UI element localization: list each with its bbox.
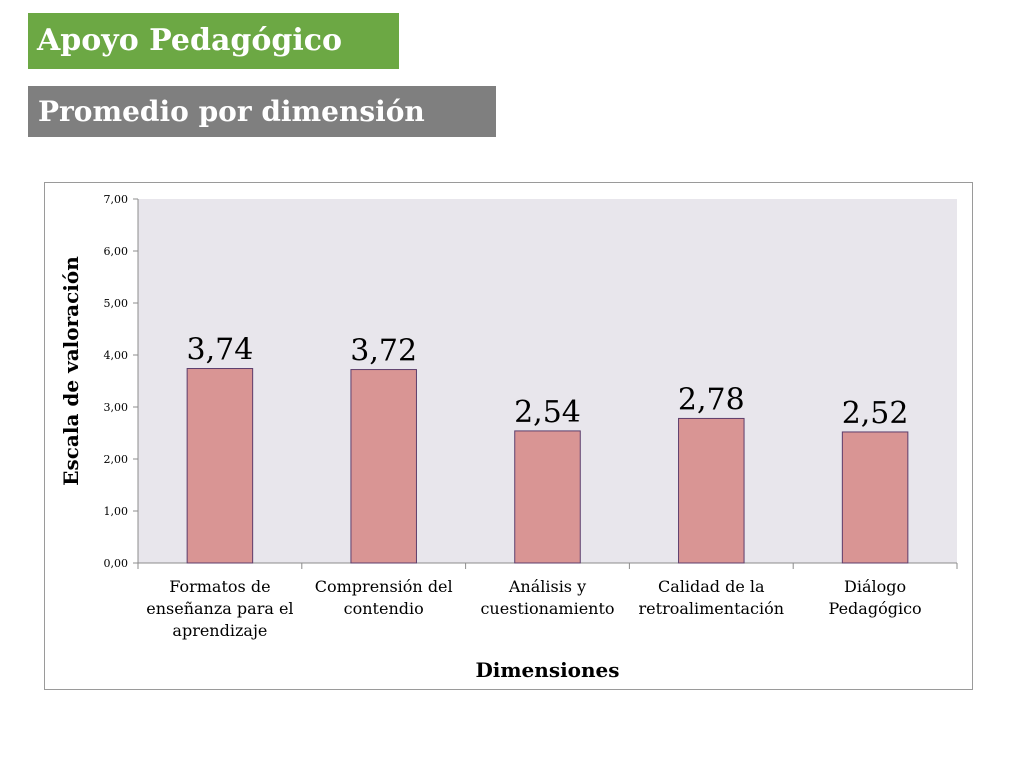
bar bbox=[350, 369, 417, 564]
y-tick-label: 1,00 bbox=[104, 505, 129, 518]
category-label-line: aprendizaje bbox=[172, 621, 267, 640]
y-axis-title: Escala de valoración bbox=[59, 256, 83, 486]
data-label: 3,72 bbox=[350, 334, 417, 369]
bar bbox=[841, 431, 909, 564]
slide-subtitle: Promedio por dimensión bbox=[28, 86, 496, 137]
bar-chart: 0,00 1,00 2,00 3,00 4,00 5,00 6,00 7,00 3,74 Form… bbox=[59, 193, 958, 682]
x-axis-title: Dimensiones bbox=[475, 658, 619, 682]
category-label-line: Calidad de la bbox=[658, 577, 765, 596]
data-label: 2,54 bbox=[514, 395, 581, 430]
bar bbox=[514, 430, 581, 564]
category-label: Comprensión del contendio bbox=[315, 577, 453, 618]
category-label-line: contendio bbox=[344, 599, 424, 618]
y-tick-label: 2,00 bbox=[104, 453, 129, 466]
data-label: 2,52 bbox=[842, 396, 909, 431]
category-label: Análisis y cuestionamiento bbox=[480, 577, 614, 618]
category-label-line: Análisis y bbox=[508, 577, 586, 596]
y-tick-label: 3,00 bbox=[104, 401, 129, 414]
category-label: Calidad de la retroalimentación bbox=[639, 577, 785, 618]
data-label: 2,78 bbox=[678, 382, 745, 417]
y-tick-label: 6,00 bbox=[104, 245, 129, 258]
category-label-line: Comprensión del bbox=[315, 577, 453, 596]
category-label-line: Formatos de bbox=[169, 577, 270, 596]
y-tick-label: 0,00 bbox=[104, 557, 129, 570]
y-tick-label: 4,00 bbox=[104, 349, 129, 362]
bar bbox=[678, 417, 745, 564]
category-label: Diálogo Pedagógico bbox=[829, 577, 922, 618]
category-label-line: enseñanza para el bbox=[146, 599, 293, 618]
category-label-line: retroalimentación bbox=[639, 599, 785, 618]
category-label-line: Pedagógico bbox=[829, 599, 922, 618]
data-label: 3,74 bbox=[187, 333, 254, 368]
slide-title: Apoyo Pedagógico bbox=[28, 13, 399, 69]
chart-frame: 0,00 1,00 2,00 3,00 4,00 5,00 6,00 7,00 3,74 Form… bbox=[44, 182, 973, 690]
bar bbox=[186, 368, 254, 564]
category-label-line: cuestionamiento bbox=[480, 599, 614, 618]
y-tick-label: 7,00 bbox=[104, 193, 129, 206]
category-label: Formatos de enseñanza para el aprendizaje bbox=[146, 577, 293, 640]
category-label-line: Diálogo bbox=[844, 577, 906, 596]
y-tick-label: 5,00 bbox=[104, 297, 129, 310]
